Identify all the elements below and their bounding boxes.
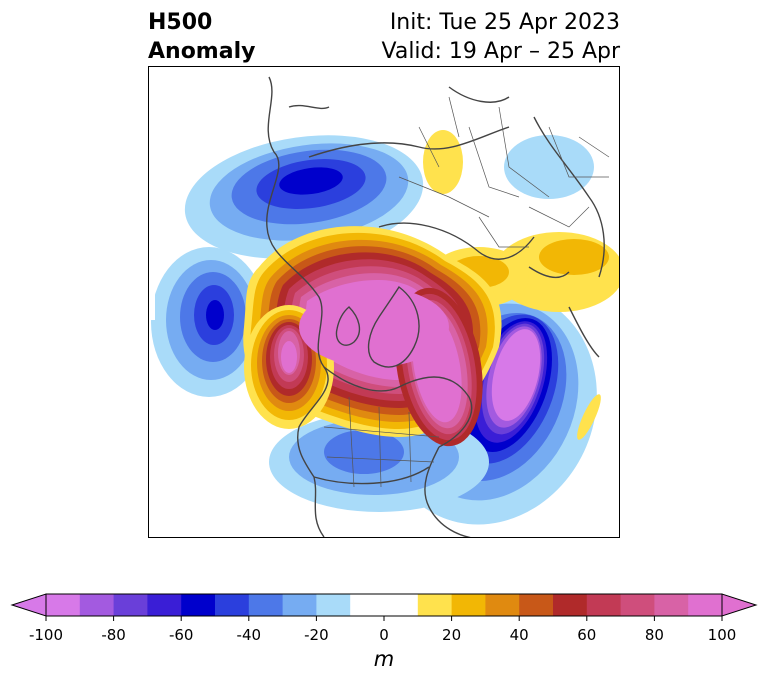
colorbar-tick-label: 80 [644,626,664,644]
colorbar-bin [181,594,216,616]
pos-anomaly-siberia [423,130,463,194]
colorbar [0,580,768,680]
neg-anomaly-bering [184,135,424,259]
colorbar-tick-label: 20 [442,626,462,644]
colorbar-bin [519,594,554,616]
colorbar-bin [620,594,655,616]
colorbar-tick-label: -80 [101,626,126,644]
pos-anomaly-arctic [243,226,502,447]
title-type: Anomaly [148,39,256,64]
colorbar-tick-label: 40 [509,626,529,644]
colorbar-bin [553,594,588,616]
colorbar-unit-label: m [373,647,395,671]
colorbar-graphic [10,593,758,621]
colorbar-bin [113,594,148,616]
valid-range: Valid: 19 Apr – 25 Apr [381,39,621,64]
colorbar-tick-label: -20 [304,626,329,644]
colorbar-extend-under [10,593,47,617]
colorbar-tick-label: -60 [168,626,194,644]
colorbar-extend-over [721,593,758,617]
colorbar-tick-label: 60 [577,626,597,644]
title-right: Init: Tue 25 Apr 2023 Valid: 19 Apr – 25… [382,8,621,66]
colorbar-bin [46,594,81,616]
colorbar-bin [350,594,419,616]
colorbar-bin [316,594,351,616]
colorbar-bin [688,594,723,616]
colorbar-bin [417,594,453,616]
colorbar-bin [215,594,250,616]
colorbar-bin [147,594,182,616]
colorbar-bin [485,594,520,616]
map-panel [148,66,620,538]
country-borders [323,96,610,488]
colorbar-bin [654,594,689,616]
coastlines [266,76,605,537]
neg-anomaly-atlantic [381,289,597,525]
colorbar-tick-label: -40 [236,626,262,644]
init-date: Init: Tue 25 Apr 2023 [389,10,620,35]
neg-anomaly-asia [504,135,594,199]
colorbar-tick-label: -100 [28,626,64,644]
title-field: H500 [148,10,213,35]
colorbar-bin [79,594,115,616]
colorbar-bin [248,594,284,616]
colorbar-bin [282,594,317,616]
neg-anomaly-pacific [151,247,267,397]
colorbar-tick-label: 100 [707,626,737,644]
colorbar-bin [586,594,622,616]
colorbar-bin [451,594,486,616]
anomaly-map [149,76,619,537]
title-left: H500 Anomaly [148,8,255,66]
colorbar-tick-label: 0 [379,626,389,644]
